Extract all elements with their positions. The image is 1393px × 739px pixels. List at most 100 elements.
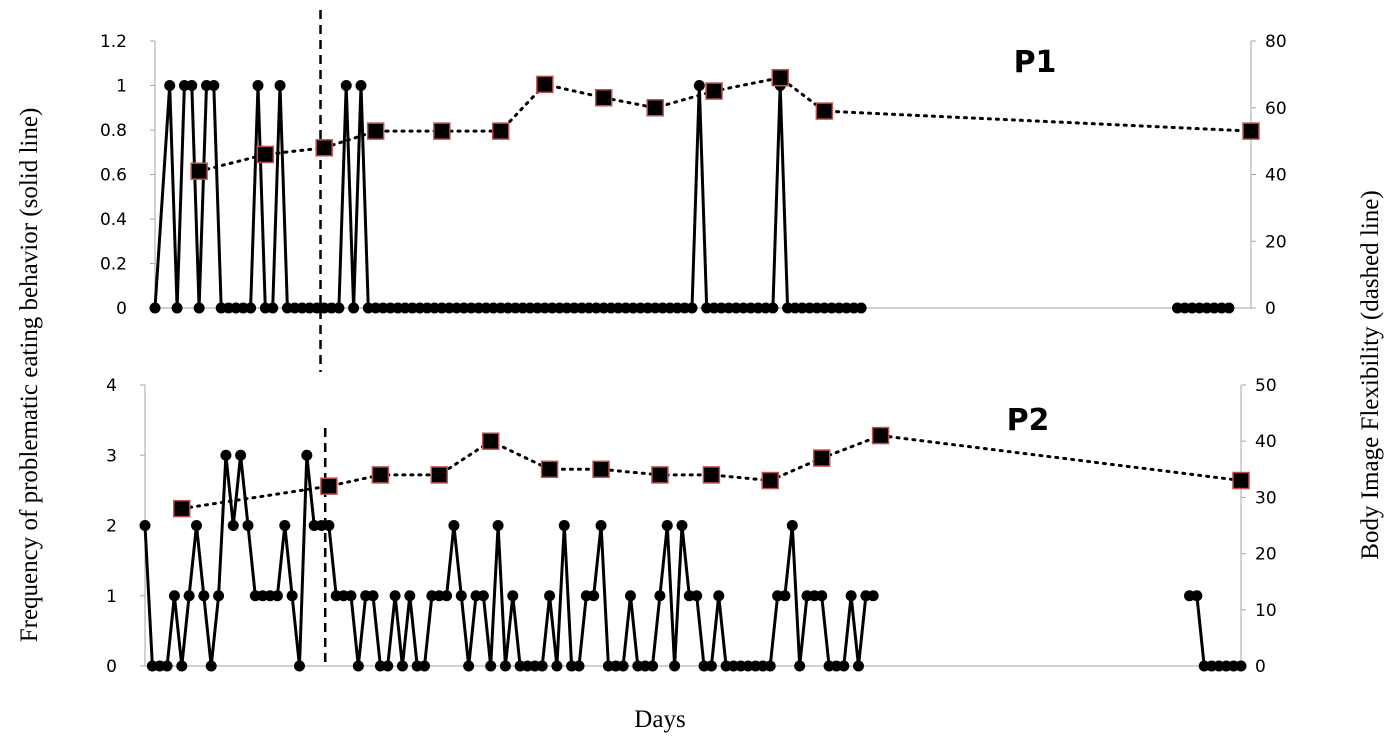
behavior-data-point bbox=[764, 660, 776, 672]
behavior-data-point bbox=[693, 80, 705, 91]
x-axis-title: Days bbox=[634, 706, 685, 733]
flexibility-data-point bbox=[190, 162, 208, 180]
behavior-data-point bbox=[855, 302, 867, 314]
y-right-tick-label: 0 bbox=[1255, 657, 1266, 677]
y-right-tick-label: 30 bbox=[1255, 488, 1277, 508]
behavior-data-point bbox=[198, 590, 210, 602]
behavior-series-line bbox=[153, 84, 862, 310]
behavior-data-point bbox=[245, 302, 257, 314]
behavior-data-point bbox=[274, 80, 286, 91]
behavior-data-point bbox=[1191, 590, 1203, 602]
flexibility-data-point bbox=[1232, 471, 1250, 490]
behavior-data-point bbox=[279, 520, 291, 531]
y-left-tick-label: 0.2 bbox=[100, 255, 127, 275]
behavior-data-point bbox=[149, 302, 161, 314]
behavior-data-point bbox=[190, 520, 202, 531]
behavior-data-point bbox=[171, 302, 183, 314]
flexibility-data-point bbox=[371, 466, 390, 484]
y-right-tick-label: 80 bbox=[1265, 32, 1287, 52]
y-left-tick-label: 0 bbox=[106, 657, 117, 677]
behavior-data-point bbox=[654, 590, 666, 602]
behavior-data-point bbox=[463, 660, 475, 672]
behavior-data-point bbox=[1223, 302, 1235, 314]
flexibility-data-point bbox=[646, 99, 664, 117]
flexibility-data-point bbox=[761, 471, 779, 490]
behavior-data-point bbox=[853, 660, 865, 672]
flexibility-data-point bbox=[705, 82, 723, 100]
flexibility-series-line bbox=[197, 76, 1253, 173]
behavior-data-point bbox=[186, 80, 198, 91]
behavior-data-point bbox=[367, 590, 379, 602]
behavior-data-point bbox=[705, 660, 717, 672]
behavior-data-point bbox=[544, 590, 556, 602]
behavior-data-point bbox=[333, 302, 345, 314]
behavior-data-point bbox=[293, 660, 305, 672]
panel-p1: 0 0.2 0.4 0.6 0.8 1 1.2 0 20 40 60 80 P1 bbox=[100, 10, 1287, 372]
behavior-data-point bbox=[492, 520, 504, 531]
behavior-data-point bbox=[551, 660, 563, 672]
flexibility-data-point bbox=[256, 145, 275, 164]
flexibility-data-point bbox=[173, 499, 191, 518]
behavior-data-point bbox=[227, 520, 239, 531]
panel-label: P2 bbox=[1007, 403, 1050, 438]
behavior-data-point bbox=[323, 520, 335, 531]
panel-label: P1 bbox=[1014, 45, 1057, 80]
y-axis-right-title: Body Image Flexibility (dashed line) bbox=[1357, 190, 1384, 559]
behavior-data-point bbox=[786, 520, 798, 531]
y-left-tick-label: 2 bbox=[106, 517, 117, 537]
behavior-data-point bbox=[617, 660, 629, 672]
behavior-data-point bbox=[1235, 660, 1247, 672]
behavior-data-point bbox=[252, 80, 264, 91]
flexibility-data-point bbox=[430, 466, 448, 484]
behavior-data-point bbox=[669, 660, 681, 672]
flexibility-data-point bbox=[651, 466, 669, 484]
behavior-data-point bbox=[396, 660, 408, 672]
flexibility-data-point bbox=[1242, 122, 1260, 140]
flexibility-data-point bbox=[481, 432, 500, 450]
flexibility-data-point bbox=[433, 122, 451, 140]
behavior-data-point bbox=[242, 520, 254, 531]
y-left-tick-label: 0.6 bbox=[100, 166, 127, 186]
behavior-data-point bbox=[352, 660, 364, 672]
behavior-data-point bbox=[767, 302, 779, 314]
behavior-data-point bbox=[235, 449, 247, 461]
flexibility-data-point bbox=[702, 466, 721, 484]
y-left-tick-label: 0.4 bbox=[100, 210, 127, 230]
behavior-data-point bbox=[267, 302, 279, 314]
behavior-data-point bbox=[448, 520, 460, 531]
flexibility-data-point bbox=[536, 75, 554, 94]
behavior-data-point bbox=[301, 449, 313, 461]
behavior-data-point bbox=[507, 590, 519, 602]
y-left-tick-label: 1 bbox=[106, 587, 117, 607]
behavior-data-point bbox=[286, 590, 298, 602]
behavior-data-point bbox=[176, 660, 188, 672]
y-left-tick-label: 4 bbox=[106, 376, 117, 396]
y-right-tick-label: 50 bbox=[1255, 376, 1277, 396]
flexibility-data-point bbox=[592, 460, 610, 479]
behavior-data-point bbox=[382, 660, 394, 672]
behavior-data-point bbox=[455, 590, 467, 602]
behavior-data-point bbox=[661, 520, 673, 531]
y-right-tick-label: 60 bbox=[1265, 99, 1287, 119]
y-left-tick-label: 0 bbox=[116, 299, 127, 319]
y-right-tick-label: 20 bbox=[1255, 545, 1277, 565]
behavior-data-point bbox=[139, 520, 151, 531]
behavior-data-point bbox=[499, 660, 511, 672]
behavior-data-point bbox=[595, 520, 607, 531]
behavior-data-point bbox=[340, 80, 352, 91]
behavior-data-point bbox=[686, 302, 698, 314]
behavior-data-point bbox=[208, 80, 220, 91]
behavior-data-point bbox=[220, 449, 232, 461]
flexibility-data-point bbox=[366, 122, 385, 140]
behavior-data-point bbox=[536, 660, 548, 672]
behavior-data-point bbox=[345, 590, 357, 602]
behavior-series-line bbox=[1189, 594, 1241, 668]
behavior-data-point bbox=[573, 660, 585, 672]
behavior-data-point bbox=[348, 302, 360, 314]
flexibility-data-point bbox=[315, 139, 333, 157]
behavior-data-point bbox=[647, 660, 659, 672]
y-left-tick-label: 1 bbox=[116, 77, 127, 97]
behavior-data-point bbox=[205, 660, 217, 672]
flexibility-data-point bbox=[771, 68, 789, 87]
